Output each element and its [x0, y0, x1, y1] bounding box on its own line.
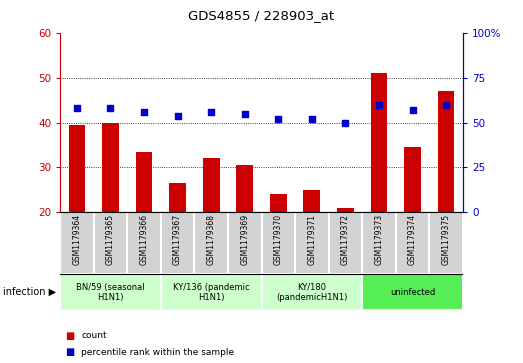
Text: GSM1179364: GSM1179364: [72, 214, 82, 265]
Bar: [337, 208, 354, 302]
Bar: [270, 195, 287, 302]
Text: GSM1179368: GSM1179368: [207, 214, 215, 265]
Bar: [161, 212, 195, 274]
Text: GSM1179374: GSM1179374: [408, 214, 417, 265]
Bar: [161, 274, 262, 310]
Text: ■: ■: [65, 331, 75, 341]
Bar: [362, 212, 396, 274]
Bar: [438, 91, 454, 302]
Point: [341, 120, 349, 126]
Bar: [60, 274, 161, 310]
Bar: [236, 165, 253, 302]
Text: GSM1179373: GSM1179373: [374, 214, 383, 265]
Bar: [371, 73, 388, 302]
Bar: [135, 152, 152, 302]
Point: [274, 116, 282, 122]
Text: count: count: [81, 331, 107, 340]
Point: [207, 109, 215, 115]
Bar: [429, 212, 463, 274]
Text: ■: ■: [65, 347, 75, 357]
Text: GSM1179369: GSM1179369: [240, 214, 249, 265]
Text: percentile rank within the sample: percentile rank within the sample: [81, 348, 234, 356]
Point: [73, 105, 81, 111]
Point: [375, 102, 383, 107]
Text: uninfected: uninfected: [390, 288, 435, 297]
Bar: [94, 212, 127, 274]
Bar: [295, 212, 328, 274]
Bar: [169, 183, 186, 302]
Bar: [262, 212, 295, 274]
Text: GSM1179367: GSM1179367: [173, 214, 182, 265]
Text: GSM1179372: GSM1179372: [341, 214, 350, 265]
Bar: [328, 212, 362, 274]
Point: [106, 105, 115, 111]
Text: GDS4855 / 228903_at: GDS4855 / 228903_at: [188, 9, 335, 22]
Bar: [127, 212, 161, 274]
Text: KY/136 (pandemic
H1N1): KY/136 (pandemic H1N1): [173, 282, 249, 302]
Bar: [60, 212, 94, 274]
Text: BN/59 (seasonal
H1N1): BN/59 (seasonal H1N1): [76, 282, 145, 302]
Point: [308, 116, 316, 122]
Text: GSM1179371: GSM1179371: [308, 214, 316, 265]
Bar: [404, 147, 421, 302]
Text: GSM1179375: GSM1179375: [441, 214, 451, 265]
Bar: [228, 212, 262, 274]
Text: KY/180
(pandemicH1N1): KY/180 (pandemicH1N1): [276, 282, 347, 302]
Bar: [396, 212, 429, 274]
Bar: [203, 158, 220, 302]
Point: [241, 111, 249, 117]
Bar: [303, 190, 320, 302]
Text: infection ▶: infection ▶: [3, 287, 56, 297]
Point: [442, 102, 450, 107]
Bar: [102, 122, 119, 302]
Point: [140, 109, 148, 115]
Bar: [195, 212, 228, 274]
Text: GSM1179366: GSM1179366: [140, 214, 149, 265]
Bar: [362, 274, 463, 310]
Point: [174, 113, 182, 119]
Text: GSM1179365: GSM1179365: [106, 214, 115, 265]
Bar: [262, 274, 362, 310]
Text: GSM1179370: GSM1179370: [274, 214, 283, 265]
Bar: [69, 125, 85, 302]
Point: [408, 107, 417, 113]
